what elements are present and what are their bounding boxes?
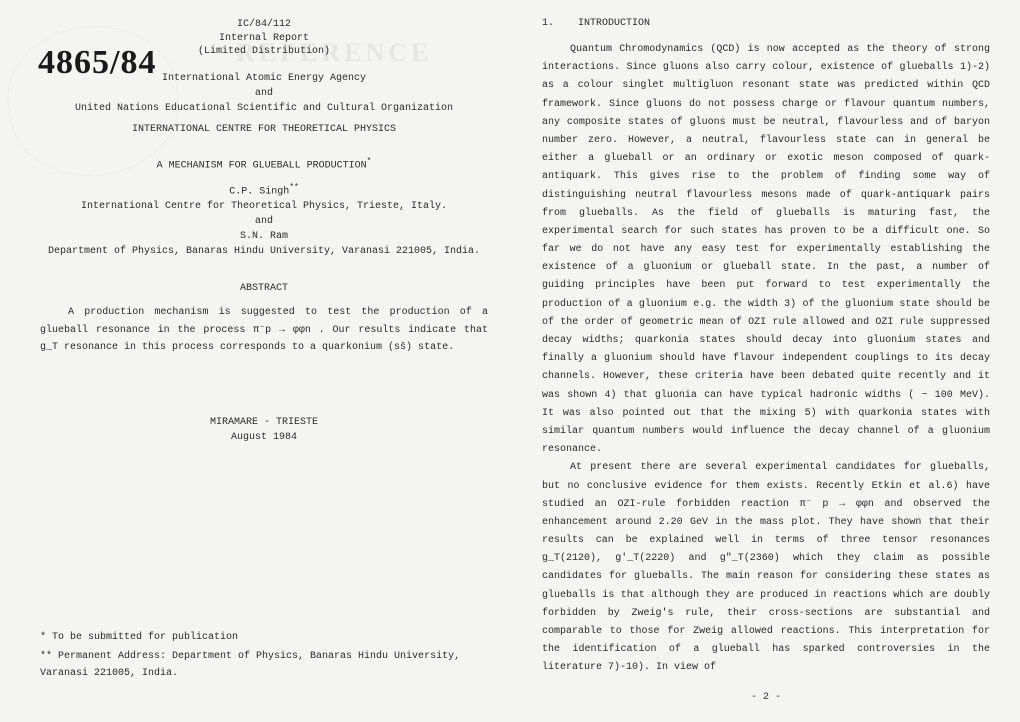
and-2: and bbox=[40, 216, 488, 227]
section-number: 1. bbox=[542, 18, 554, 29]
right-page: 1. INTRODUCTION Quantum Chromodynamics (… bbox=[510, 0, 1020, 722]
unesco: United Nations Educational Scientific an… bbox=[40, 103, 488, 114]
paper-title-row: A MECHANISM FOR GLUEBALL PRODUCTION* bbox=[40, 157, 488, 171]
abstract-block: ABSTRACT A production mechanism is sugge… bbox=[40, 283, 488, 357]
intro-heading-row: 1. INTRODUCTION bbox=[542, 18, 990, 29]
intro-para-1: Quantum Chromodynamics (QCD) is now acce… bbox=[542, 41, 990, 459]
date: August 1984 bbox=[40, 432, 488, 443]
place: MIRAMARE - TRIESTE bbox=[40, 417, 488, 428]
abstract-text: A production mechanism is suggested to t… bbox=[40, 304, 488, 357]
handwritten-number: 4865/84 bbox=[38, 44, 156, 82]
author-row-1: C.P. Singh** bbox=[40, 183, 488, 197]
reference-watermark: REFERENCE bbox=[236, 38, 432, 68]
section-heading: INTRODUCTION bbox=[578, 18, 650, 29]
location-block: MIRAMARE - TRIESTE August 1984 bbox=[40, 417, 488, 443]
affil-1: International Centre for Theoretical Phy… bbox=[40, 201, 488, 212]
report-code: IC/84/112 bbox=[40, 18, 488, 32]
footnotes: * To be submitted for publication ** Per… bbox=[40, 629, 480, 684]
intro-para-2: At present there are several experimenta… bbox=[542, 459, 990, 677]
footnote-2: ** Permanent Address: Department of Phys… bbox=[40, 648, 480, 682]
footnote-1: * To be submitted for publication bbox=[40, 629, 480, 646]
affil-2: Department of Physics, Banaras Hindu Uni… bbox=[40, 246, 488, 257]
page-number: - 2 - bbox=[542, 692, 990, 703]
left-page: 4865/84 REFERENCE IC/84/112 Internal Rep… bbox=[0, 0, 510, 722]
paper-title: A MECHANISM FOR GLUEBALL PRODUCTION bbox=[157, 160, 367, 171]
title-marker: * bbox=[367, 157, 372, 166]
authors-block: C.P. Singh** International Centre for Th… bbox=[40, 183, 488, 257]
abstract-heading: ABSTRACT bbox=[40, 283, 488, 294]
author-2: S.N. Ram bbox=[40, 231, 488, 242]
and-1: and bbox=[40, 88, 488, 99]
author-1: C.P. Singh bbox=[229, 186, 289, 197]
centre: INTERNATIONAL CENTRE FOR THEORETICAL PHY… bbox=[40, 124, 488, 135]
author-1-marker: ** bbox=[289, 183, 299, 192]
